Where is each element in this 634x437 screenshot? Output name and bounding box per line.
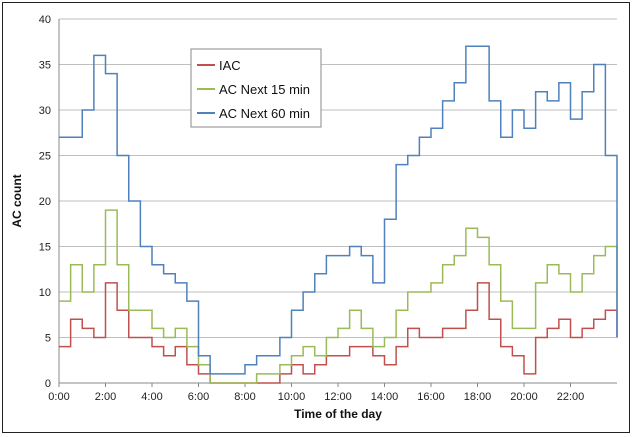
x-tick-label: 12:00 — [324, 391, 352, 403]
x-tick-label: 20:00 — [510, 391, 538, 403]
series-line-1 — [59, 209, 618, 384]
x-tick-label: 22:00 — [557, 391, 585, 403]
y-tick-label: 25 — [39, 151, 51, 163]
x-tick-label: 2:00 — [95, 391, 116, 403]
series-lines — [59, 45, 618, 384]
y-tick-label: 15 — [39, 242, 51, 254]
x-tick-label: 0:00 — [48, 391, 69, 403]
x-tick-label: 8:00 — [234, 391, 255, 403]
x-tick-label: 4:00 — [141, 391, 162, 403]
x-tick-label: 16:00 — [417, 391, 445, 403]
x-tick-label: 10:00 — [278, 391, 306, 403]
x-tick-label: 6:00 — [188, 391, 209, 403]
chart-frame: 0 5 10 15 20 25 30 35 40 0:00 2:00 4:00 6:00 8:00 10:… — [2, 2, 630, 433]
y-tick-label: 0 — [45, 378, 51, 390]
series-line-2 — [59, 45, 618, 375]
x-tick-labels: 0:00 2:00 4:00 6:00 8:00 10:00 12:00 14:00 16:00… — [48, 391, 584, 403]
series-line-0 — [59, 282, 618, 384]
y-tick-label: 30 — [39, 105, 51, 117]
x-axis-title: Time of the day — [294, 407, 382, 421]
x-tick-label: 14:00 — [371, 391, 399, 403]
line-chart: 0 5 10 15 20 25 30 35 40 0:00 2:00 4:00 6:00 8:00 10:… — [10, 14, 618, 421]
y-tick-label: 5 — [45, 333, 51, 345]
y-tick-label: 35 — [39, 60, 51, 72]
legend-label-ac60: AC Next 60 min — [219, 106, 310, 121]
legend-label-iac: IAC — [219, 58, 241, 73]
x-tick-label: 18:00 — [464, 391, 492, 403]
axes — [58, 19, 617, 387]
y-tick-label: 40 — [39, 14, 51, 26]
y-tick-labels: 0 5 10 15 20 25 30 35 40 — [39, 14, 51, 390]
legend: IAC AC Next 15 min AC Next 60 min — [190, 48, 322, 128]
y-axis-title: AC count — [10, 174, 24, 227]
y-tick-label: 20 — [39, 196, 51, 208]
y-tick-label: 10 — [39, 287, 51, 299]
legend-label-ac15: AC Next 15 min — [219, 82, 310, 97]
